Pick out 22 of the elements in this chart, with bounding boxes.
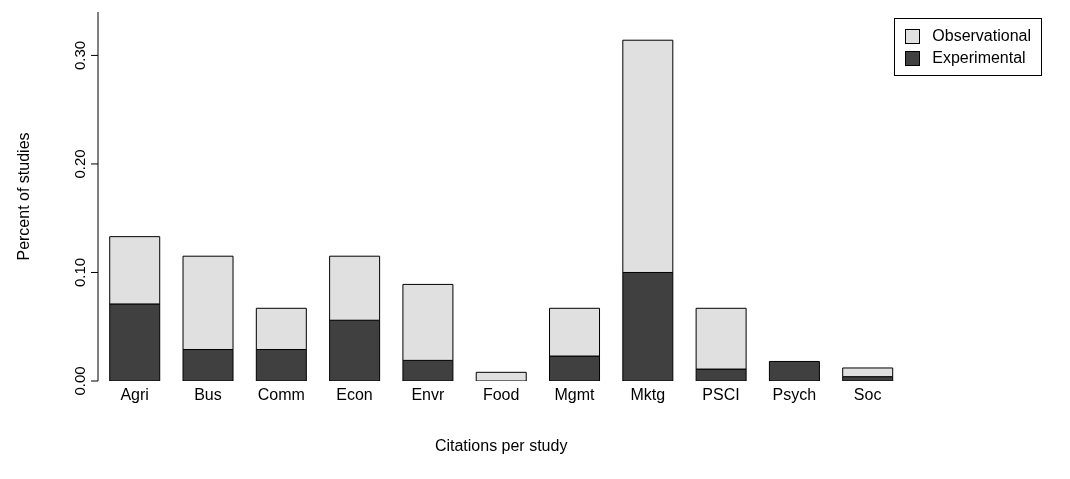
y-tick-label: 0.30: [71, 40, 88, 71]
x-tick-label: Psych: [772, 386, 817, 404]
legend-label: Observational: [932, 26, 1031, 46]
x-tick-label: Econ: [336, 386, 373, 404]
x-tick-label: Agri: [120, 386, 149, 404]
legend-label: Experimental: [932, 48, 1026, 68]
y-tick-label: 0.10: [71, 257, 88, 288]
bar: [768, 360, 820, 381]
x-tick-label: Envr: [411, 386, 445, 404]
x-tick-label: Mgmt: [554, 386, 595, 404]
x-tick-label: Bus: [194, 386, 222, 404]
x-axis-title: Citations per study: [434, 437, 568, 454]
x-tick-label: Soc: [853, 386, 882, 404]
y-tick-label: 0.20: [71, 149, 88, 179]
x-tick-label: Food: [482, 386, 520, 404]
bar: [475, 371, 527, 381]
x-tick-label: Mktg: [630, 386, 666, 404]
y-axis-title: Percent of studies: [14, 132, 32, 261]
x-tick-label: Comm: [257, 386, 305, 404]
bar: [842, 367, 894, 378]
x-tick-label: PSCI: [702, 386, 740, 404]
y-tick-label: 0.00: [71, 366, 88, 396]
